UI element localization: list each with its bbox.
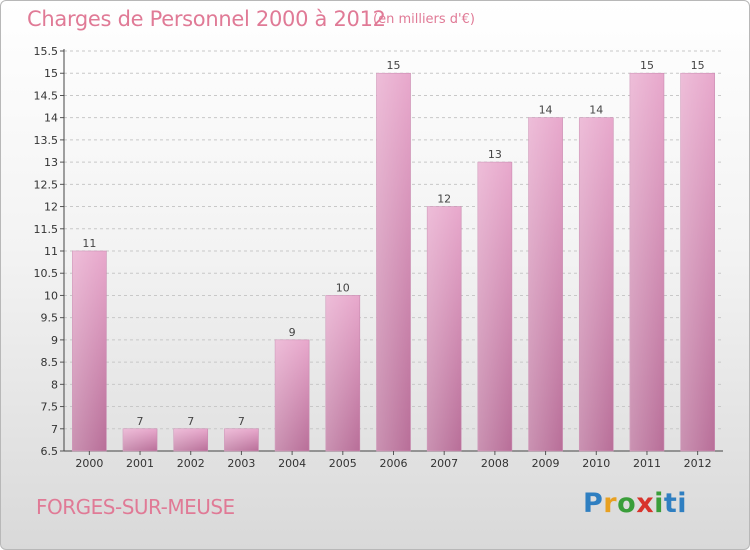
y-tick-label: 7 — [51, 423, 58, 436]
data-label: 11 — [82, 237, 96, 250]
y-tick-label: 15.5 — [34, 45, 59, 58]
y-tick-label: 12.5 — [34, 178, 59, 191]
bar-highlight — [680, 73, 715, 451]
bar-highlight — [72, 251, 107, 451]
x-tick-label: 2004 — [278, 457, 306, 470]
x-tick-label: 2007 — [430, 457, 458, 470]
x-tick-label: 2012 — [684, 457, 712, 470]
x-tick-label: 2011 — [633, 457, 661, 470]
x-tick-label: 2005 — [329, 457, 357, 470]
x-tick-label: 2000 — [75, 457, 103, 470]
bar-highlight — [427, 206, 462, 451]
x-tick-label: 2010 — [582, 457, 610, 470]
x-tick-label: 2002 — [177, 457, 205, 470]
data-label: 7 — [137, 415, 144, 428]
y-tick-label: 6.5 — [41, 445, 59, 458]
x-tick-label: 2003 — [227, 457, 255, 470]
y-tick-label: 11 — [44, 245, 58, 258]
x-tick-label: 2009 — [532, 457, 560, 470]
y-tick-label: 7.5 — [41, 401, 59, 414]
y-tick-label: 15 — [44, 67, 58, 80]
y-tick-label: 8 — [51, 378, 58, 391]
data-label: 13 — [488, 148, 502, 161]
y-tick-label: 9 — [51, 334, 58, 347]
data-label: 7 — [187, 415, 194, 428]
y-tick-label: 8.5 — [41, 356, 59, 369]
x-tick-label: 2008 — [481, 457, 509, 470]
data-label: 7 — [238, 415, 245, 428]
bar-highlight — [173, 428, 208, 451]
bar-highlight — [224, 428, 259, 451]
data-label: 14 — [539, 104, 553, 117]
y-tick-label: 9.5 — [41, 312, 59, 325]
data-label: 15 — [387, 59, 401, 72]
bar-highlight — [275, 339, 310, 451]
x-tick-label: 2001 — [126, 457, 154, 470]
bar-highlight — [477, 162, 512, 451]
y-tick-label: 13.5 — [34, 134, 59, 147]
data-label: 15 — [691, 59, 705, 72]
y-tick-label: 14.5 — [34, 89, 59, 102]
chart-title: Charges de Personnel 2000 à 2012 — [27, 7, 386, 31]
data-label: 15 — [640, 59, 654, 72]
data-label: 10 — [336, 281, 350, 294]
bar-highlight — [528, 117, 563, 452]
data-label: 14 — [589, 104, 603, 117]
bar-highlight — [376, 73, 411, 451]
bar-highlight — [629, 73, 664, 451]
proxiti-logo[interactable]: Proxiti — [583, 488, 688, 519]
x-tick-label: 2006 — [380, 457, 408, 470]
y-tick-label: 10 — [44, 289, 58, 302]
y-tick-label: 10.5 — [34, 267, 59, 280]
bar-highlight — [579, 117, 614, 452]
y-tick-label: 11.5 — [34, 223, 59, 236]
bar-highlight — [123, 428, 158, 451]
y-tick-label: 14 — [44, 112, 58, 125]
data-label: 9 — [289, 326, 296, 339]
city-name: FORGES-SUR-MEUSE — [36, 495, 235, 519]
y-tick-label: 13 — [44, 156, 58, 169]
chart-subtitle: (en milliers d'€) — [373, 12, 475, 27]
y-tick-label: 12 — [44, 201, 58, 214]
bar-highlight — [325, 295, 360, 451]
data-label: 12 — [437, 193, 451, 206]
